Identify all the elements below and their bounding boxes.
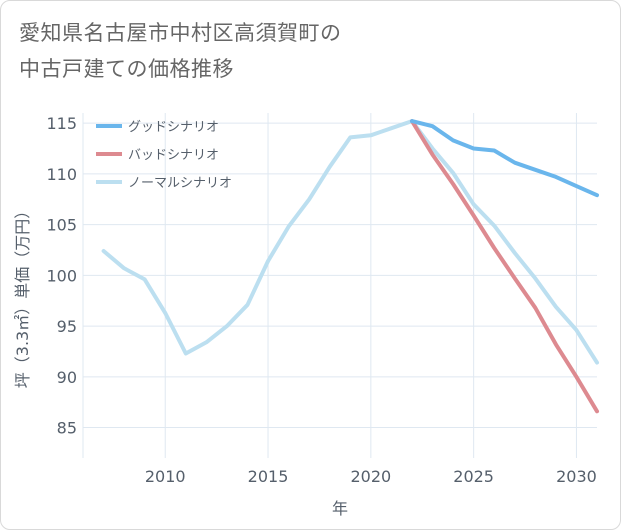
- legend-label: バッドシナリオ: [128, 148, 219, 163]
- chart-title-line-2: 中古戸建ての価格推移: [19, 57, 234, 81]
- y-axis-title: 坪（3.3㎡）単価（万円）: [13, 203, 32, 388]
- y-tick-label: 110: [46, 165, 77, 184]
- x-tick-label: 2010: [145, 467, 186, 486]
- y-tick-label: 100: [46, 266, 77, 285]
- chart-title-line-1: 愛知県名古屋市中村区高須賀町の: [19, 21, 342, 45]
- y-tick-label: 85: [57, 419, 77, 438]
- x-tick-label: 2025: [453, 467, 494, 486]
- legend-label: ノーマルシナリオ: [128, 176, 232, 191]
- legend-label: グッドシナリオ: [128, 120, 219, 135]
- y-axis-ticks: 85 90 95 100 105 110 115: [46, 114, 77, 437]
- chart-title: 愛知県名古屋市中村区高須賀町の 中古戸建ての価格推移: [19, 15, 539, 87]
- grid-lines: [82, 113, 597, 458]
- x-axis-title: 年: [332, 499, 348, 518]
- x-tick-label: 2030: [556, 467, 597, 486]
- series-line-1: [410, 119, 599, 414]
- series-line-2: [101, 119, 599, 365]
- series-line-0: [410, 119, 599, 198]
- x-tick-label: 2020: [350, 467, 391, 486]
- series-lines: [101, 119, 599, 414]
- y-tick-label: 105: [46, 216, 77, 235]
- x-axis-ticks: 2010 2015 2020 2025 2030: [145, 467, 597, 486]
- x-tick-label: 2015: [248, 467, 289, 486]
- y-tick-label: 95: [57, 317, 77, 336]
- y-tick-label: 90: [57, 368, 77, 387]
- y-tick-label: 115: [46, 114, 77, 133]
